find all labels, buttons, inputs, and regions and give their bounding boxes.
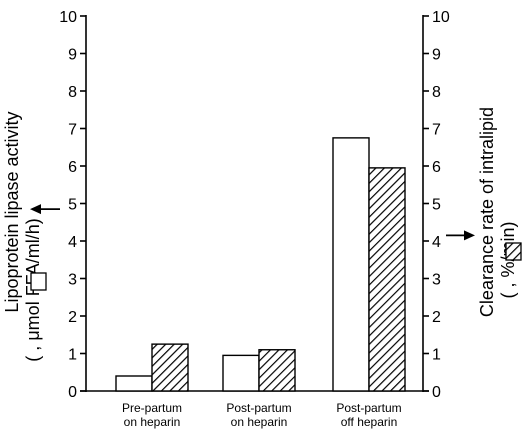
left-tick-label: 3 <box>68 272 77 289</box>
left-tick-label: 6 <box>68 159 77 176</box>
left-tick-label: 9 <box>68 47 77 64</box>
left-axis-ticks: 0 1 2 3 4 5 6 7 8 9 10 <box>59 9 86 401</box>
left-axis-title-pre: ( <box>23 356 43 362</box>
left-axis-title-text: Lipoprotein lipase activity <box>2 111 22 312</box>
left-axis-title: Lipoprotein lipase activity( , μmol FFA/… <box>2 111 43 361</box>
right-tick-label: 0 <box>432 384 441 401</box>
hatched-bar <box>151 343 189 392</box>
left-tick-label: 4 <box>68 234 77 251</box>
hatched-bar <box>258 349 296 392</box>
right-axis-title: Clearance rate of intralipid( , %/min) <box>477 107 518 317</box>
right-axis-ticks: 0 1 2 3 4 5 6 7 8 9 10 <box>423 9 450 401</box>
left-tick-label: 10 <box>59 9 77 26</box>
right-tick-label: 1 <box>432 347 441 364</box>
category-label-line: Post-partum <box>226 401 291 415</box>
right-tick-label: 9 <box>432 47 441 64</box>
left-tick-label: 0 <box>68 384 77 401</box>
right-tick-label: 4 <box>432 234 441 251</box>
right-tick-label: 5 <box>432 197 441 214</box>
category-label-line: on heparin <box>231 415 288 429</box>
right-tick-label: 6 <box>432 159 441 176</box>
left-arrow-head-icon <box>30 204 41 215</box>
right-tick-label: 7 <box>432 122 441 139</box>
left-tick-label: 1 <box>68 347 77 364</box>
right-axis-title-pre: ( <box>498 293 518 299</box>
right-tick-label: 8 <box>432 84 441 101</box>
open-box-legend-icon <box>30 272 47 291</box>
category-label-line: on heparin <box>124 415 181 429</box>
category-label-line: off heparin <box>341 415 398 429</box>
open-bar <box>115 375 153 392</box>
hatched-bar <box>368 167 406 392</box>
right-tick-label: 10 <box>432 9 450 26</box>
right-arrow-head-icon <box>464 230 475 241</box>
left-tick-label: 8 <box>68 84 77 101</box>
open-bar <box>222 354 260 392</box>
category-label-line: Pre-partum <box>122 401 182 415</box>
bars <box>115 137 406 392</box>
left-tick-label: 2 <box>68 309 77 326</box>
right-axis-title-text: Clearance rate of intralipid <box>477 107 497 317</box>
category-label-line: Post-partum <box>336 401 401 415</box>
arrow-markers <box>30 204 475 241</box>
right-tick-label: 3 <box>432 272 441 289</box>
open-bar <box>332 137 370 392</box>
left-tick-label: 7 <box>68 122 77 139</box>
hatched-box-legend-icon <box>505 242 522 261</box>
left-tick-label: 5 <box>68 197 77 214</box>
right-tick-label: 2 <box>432 309 441 326</box>
